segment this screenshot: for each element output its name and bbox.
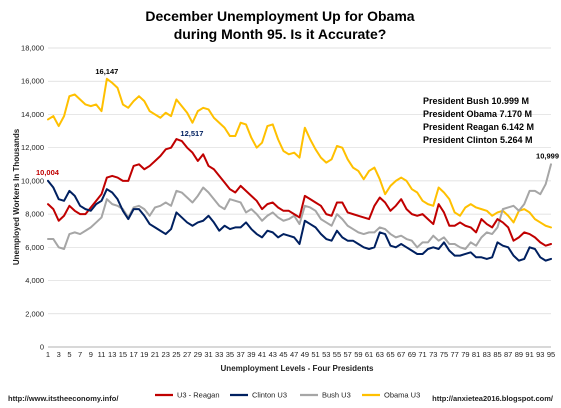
x-tick-label: 17 [129, 350, 137, 359]
x-tick-label: 49 [301, 350, 309, 359]
y-tick-label: 6,000 [25, 243, 44, 252]
x-tick-label: 77 [451, 350, 459, 359]
series-lines [47, 77, 552, 262]
x-tick-label: 53 [322, 350, 330, 359]
x-axis-ticks: 1 3 5 7 9 11 13 15 17 19 21 23 25 27 29 31 33 35 37 39 41 43 4… [46, 350, 555, 359]
series-line-obama-u3 [47, 77, 552, 229]
x-tick-label: 9 [89, 350, 93, 359]
x-tick-label: 79 [461, 350, 469, 359]
chart-subtitle: during Month 95. Is it Accurate? [174, 26, 387, 42]
x-tick-label: 33 [215, 350, 223, 359]
x-tick-label: 15 [119, 350, 127, 359]
series-line-u3-reagan [47, 138, 552, 247]
x-tick-label: 43 [269, 350, 277, 359]
x-tick-label: 35 [226, 350, 234, 359]
summary-line-obama: President Obama 7.170 M [423, 109, 532, 119]
x-tick-label: 1 [46, 350, 50, 359]
x-tick-label: 59 [354, 350, 362, 359]
legend-label: Clinton U3 [252, 391, 287, 400]
x-tick-label: 57 [343, 350, 351, 359]
x-tick-label: 73 [429, 350, 437, 359]
legend-label: U3 - Reagan [177, 391, 220, 400]
y-axis-label: Unemployed Workers In Thousands [12, 128, 21, 265]
x-tick-label: 19 [140, 350, 148, 359]
y-tick-label: 4,000 [25, 276, 44, 285]
legend-label: Bush U3 [322, 391, 351, 400]
y-tick-label: 12,000 [21, 143, 44, 152]
x-tick-label: 83 [483, 350, 491, 359]
x-tick-label: 71 [418, 350, 426, 359]
y-tick-label: 14,000 [21, 110, 44, 119]
footer-right-url[interactable]: http://anxietea2016.blogspot.com/ [432, 394, 554, 403]
x-tick-label: 37 [236, 350, 244, 359]
x-tick-label: 25 [172, 350, 180, 359]
x-tick-label: 93 [536, 350, 544, 359]
x-tick-label: 63 [376, 350, 384, 359]
y-tick-label: 10,000 [21, 176, 44, 185]
y-axis-ticks: 0 2,000 4,000 6,000 8,000 10,000 12,000 14,000 1… [21, 44, 44, 352]
data-annotations: 10,004 16,147 12,517 10,999 [36, 67, 559, 177]
summary-box: President Bush 10.999 M President Obama … [423, 96, 534, 145]
legend-label: Obama U3 [384, 391, 420, 400]
x-tick-label: 85 [493, 350, 501, 359]
x-tick-label: 13 [108, 350, 116, 359]
data-label: 12,517 [180, 129, 203, 138]
x-tick-label: 11 [98, 350, 106, 359]
x-axis-label: Unemployment Levels - Four Presidents [221, 364, 374, 373]
x-tick-label: 61 [365, 350, 373, 359]
series-line-clinton-u3 [47, 179, 552, 262]
y-tick-label: 2,000 [25, 309, 44, 318]
y-tick-label: 0 [40, 343, 44, 352]
summary-line-bush: President Bush 10.999 M [423, 96, 529, 106]
footer-left-url[interactable]: http://www.itstheeconomy.info/ [8, 394, 119, 403]
legend: U3 - Reagan Clinton U3 Bush U3 Obama U3 [155, 391, 420, 400]
x-tick-label: 67 [397, 350, 405, 359]
y-tick-label: 8,000 [25, 210, 44, 219]
x-tick-label: 65 [386, 350, 394, 359]
x-tick-label: 51 [311, 350, 319, 359]
x-tick-label: 45 [279, 350, 287, 359]
y-tick-label: 18,000 [21, 44, 44, 53]
x-tick-label: 91 [525, 350, 533, 359]
chart-title: December Unemployment Up for Obama [145, 8, 414, 24]
x-tick-label: 5 [67, 350, 71, 359]
x-tick-label: 75 [440, 350, 448, 359]
x-tick-label: 81 [472, 350, 480, 359]
summary-line-clinton: President Clinton 5.264 M [423, 135, 533, 145]
x-tick-label: 41 [258, 350, 266, 359]
x-tick-label: 89 [515, 350, 523, 359]
x-tick-label: 27 [183, 350, 191, 359]
x-tick-label: 3 [57, 350, 61, 359]
x-tick-label: 69 [408, 350, 416, 359]
x-tick-label: 39 [247, 350, 255, 359]
x-tick-label: 21 [151, 350, 159, 359]
x-tick-label: 95 [547, 350, 555, 359]
data-label: 10,999 [536, 151, 559, 160]
x-tick-label: 55 [333, 350, 341, 359]
summary-line-reagan: President Reagan 6.142 M [423, 122, 534, 132]
y-tick-label: 16,000 [21, 77, 44, 86]
data-label: 10,004 [36, 168, 60, 177]
x-tick-label: 7 [78, 350, 82, 359]
x-tick-label: 23 [162, 350, 170, 359]
data-label: 16,147 [95, 67, 118, 76]
x-tick-label: 29 [194, 350, 202, 359]
x-tick-label: 87 [504, 350, 512, 359]
x-tick-label: 31 [204, 350, 212, 359]
x-tick-label: 47 [290, 350, 298, 359]
